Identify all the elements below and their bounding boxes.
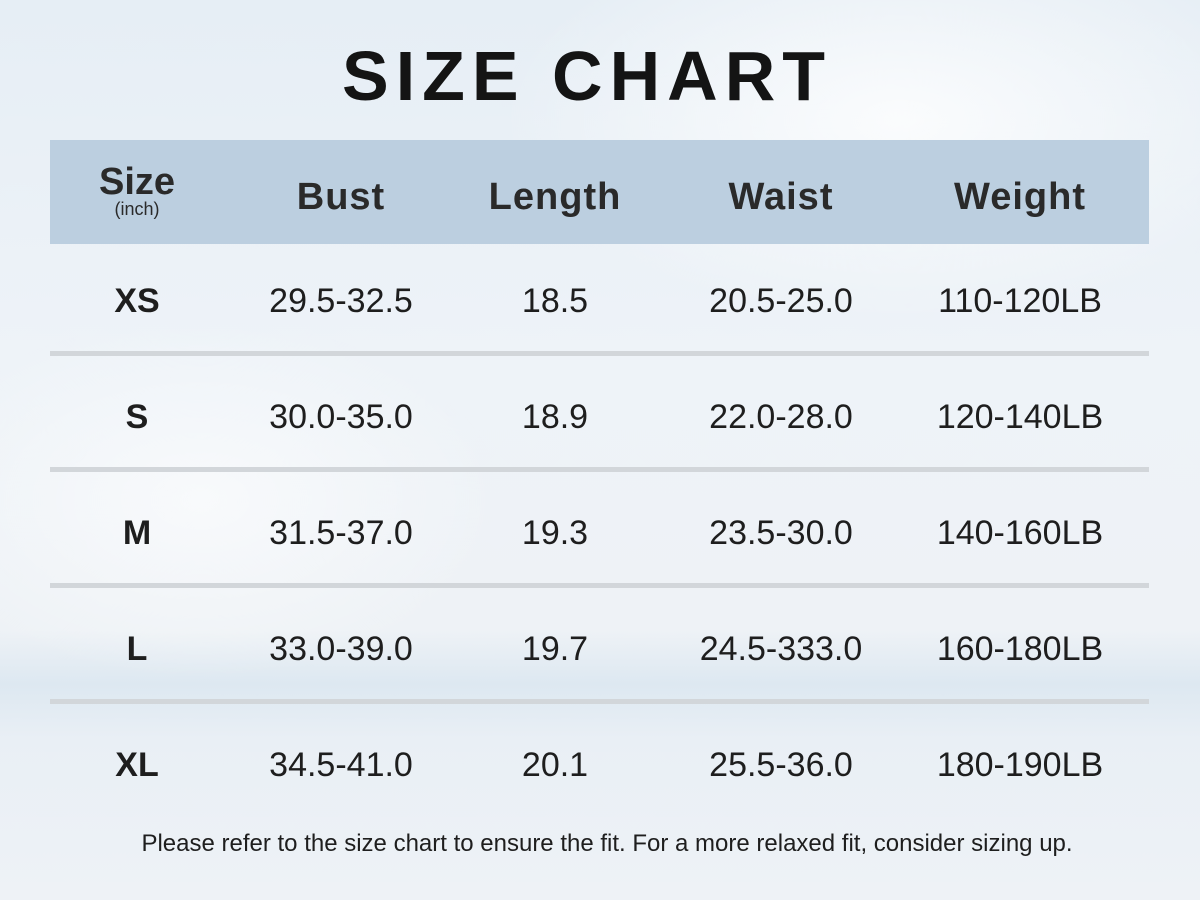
cell-waist: 20.5-25.0 [709, 282, 853, 320]
header-waist: Waist [728, 176, 834, 218]
cell-weight: 140-160LB [936, 514, 1104, 552]
cell-weight: 160-180LB [936, 630, 1104, 668]
page-title: SIZE CHART [342, 37, 832, 115]
header-bust: Bust [296, 176, 386, 218]
row-divider [50, 351, 1149, 356]
cell-bust: 33.0-39.0 [269, 630, 413, 668]
cell-size: XL [115, 746, 159, 784]
row-divider [50, 467, 1149, 472]
cell-bust: 29.5-32.5 [269, 282, 413, 320]
row-divider [50, 699, 1149, 704]
header-size: Size (inch) [98, 161, 176, 219]
cell-length: 19.7 [521, 630, 589, 668]
cell-weight: 180-190LB [936, 746, 1104, 784]
table-header: Size (inch) Bust Length Waist Weight [50, 140, 1149, 244]
cell-weight: 120-140LB [936, 398, 1104, 436]
cell-length: 18.5 [521, 282, 589, 320]
fit-note: Please refer to the size chart to ensure… [141, 830, 1073, 857]
table-row: XL 34.5-41.0 20.1 25.5-36.0 180-190LB [50, 708, 1149, 824]
cell-size: S [125, 398, 149, 436]
table-row: XS 29.5-32.5 18.5 20.5-25.0 110-120LB [50, 244, 1149, 360]
cell-waist: 24.5-333.0 [699, 630, 863, 668]
header-weight: Weight [954, 176, 1086, 218]
cell-length: 19.3 [521, 514, 589, 552]
cell-waist: 25.5-36.0 [709, 746, 853, 784]
cell-size: L [126, 630, 148, 668]
header-length: Length [488, 176, 622, 218]
cell-size: XS [114, 282, 160, 320]
header-size-label: Size [98, 161, 176, 203]
table-row: L 33.0-39.0 19.7 24.5-333.0 160-180LB [50, 592, 1149, 708]
cell-bust: 31.5-37.0 [269, 514, 413, 552]
cell-waist: 23.5-30.0 [709, 514, 853, 552]
cell-waist: 22.0-28.0 [709, 398, 853, 436]
cell-bust: 30.0-35.0 [269, 398, 413, 436]
table-row: M 31.5-37.0 19.3 23.5-30.0 140-160LB [50, 476, 1149, 592]
table-row: S 30.0-35.0 18.9 22.0-28.0 120-140LB [50, 360, 1149, 476]
cell-bust: 34.5-41.0 [269, 746, 413, 784]
row-divider [50, 583, 1149, 588]
header-size-unit: (inch) [114, 199, 160, 219]
cell-length: 18.9 [521, 398, 589, 436]
cell-size: M [122, 514, 152, 552]
cell-weight: 110-120LB [938, 282, 1102, 320]
cell-length: 20.1 [521, 746, 589, 784]
